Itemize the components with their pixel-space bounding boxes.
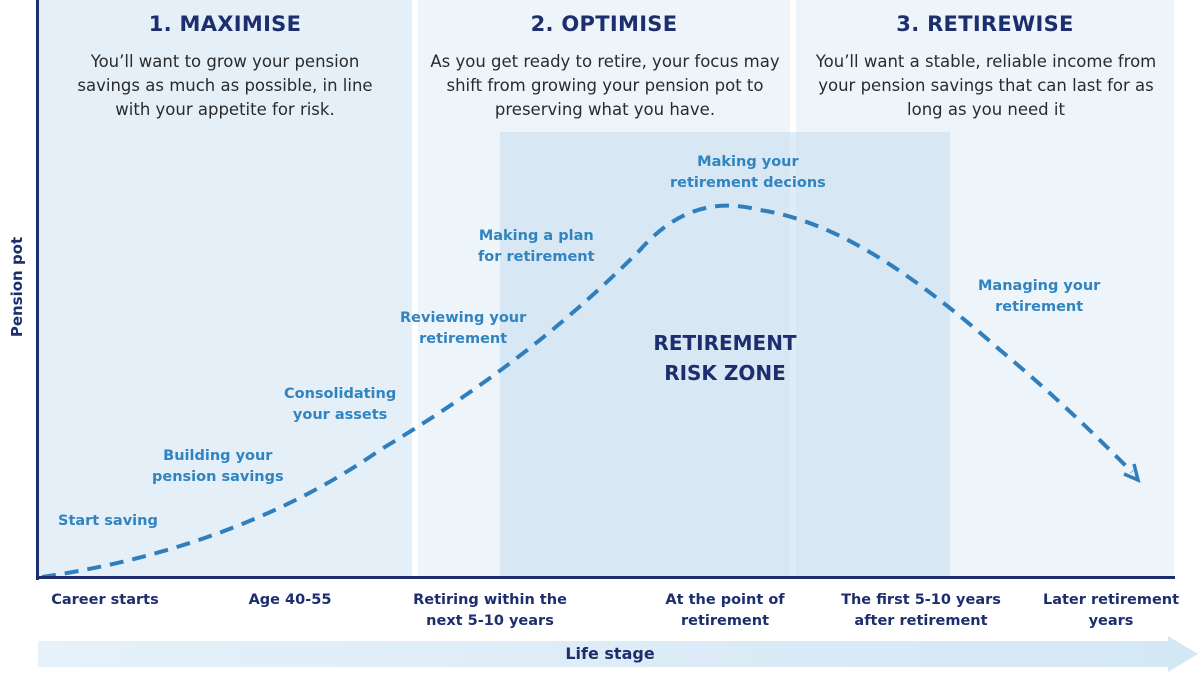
risk-zone-label-line2: RISK ZONE — [664, 361, 786, 385]
step-line1: Building your — [163, 448, 273, 464]
stage-line1: Later retirement — [1042, 592, 1180, 608]
stage-retiring-within: Retiring within the next 5-10 years — [400, 590, 580, 632]
phase-panel-retirewise — [796, 0, 1174, 578]
step-managing: Managing your retirement — [978, 276, 1100, 318]
risk-zone-label-line1: RETIREMENT — [653, 331, 797, 355]
stage-line2: after retirement — [854, 613, 988, 629]
stage-point-of-retirement: At the point of retirement — [645, 590, 805, 632]
stage-age-40-55: Age 40-55 — [225, 590, 355, 611]
life-stage-arrow — [38, 636, 1198, 672]
phase-title-retirewise: 3. RETIREWISE — [896, 12, 1074, 36]
stage-line1: Age 40-55 — [248, 592, 332, 608]
stage-career-starts: Career starts — [40, 590, 170, 611]
step-line2: retirement decions — [670, 175, 826, 191]
stage-line2: years — [1088, 613, 1134, 629]
step-line2: retirement — [995, 299, 1084, 315]
step-line1: Managing your — [978, 278, 1101, 294]
phase-title-optimise: 2. OPTIMISE — [530, 12, 678, 36]
phase-panel-maximise — [38, 0, 412, 578]
step-line2: pension savings — [152, 469, 284, 485]
step-start-saving: Start saving — [58, 511, 158, 532]
step-line2: your assets — [292, 407, 388, 423]
step-line1: Making a plan — [478, 228, 594, 244]
pension-curve — [41, 203, 1134, 579]
risk-zone-label: RETIREMENT RISK ZONE — [600, 328, 850, 388]
stage-line2: retirement — [680, 613, 770, 629]
step-building-savings: Building your pension savings — [152, 446, 284, 488]
stage-later-retirement: Later retirement years — [1030, 590, 1192, 632]
curve-arrowhead — [1123, 463, 1141, 483]
phase-desc-maximise: You’ll want to grow your pension savings… — [77, 52, 373, 119]
step-line2: retirement — [419, 331, 508, 347]
step-reviewing: Reviewing your retirement — [400, 308, 526, 350]
step-line1: Consolidating — [284, 386, 397, 402]
phase-desc-retirewise: You’ll want a stable, reliable income fr… — [815, 52, 1157, 119]
step-making-plan: Making a plan for retirement — [478, 226, 595, 268]
step-line1: Reviewing your — [400, 310, 527, 326]
stage-line2: next 5-10 years — [426, 613, 554, 629]
step-making-decisions: Making your retirement decions — [670, 152, 826, 194]
stage-line1: The first 5-10 years — [841, 592, 1001, 608]
x-axis-label: Life stage — [565, 644, 655, 663]
x-axis-line — [36, 576, 1175, 579]
phase-title-maximise: 1. MAXIMISE — [148, 12, 302, 36]
stage-line1: Retiring within the — [413, 592, 567, 608]
step-line1: Start saving — [58, 513, 158, 529]
y-axis-line — [36, 0, 39, 580]
step-line2: for retirement — [478, 249, 595, 265]
stage-line1: At the point of — [665, 592, 785, 608]
stage-first-years-after: The first 5-10 years after retirement — [830, 590, 1012, 632]
phase-desc-optimise: As you get ready to retire, your focus m… — [430, 52, 780, 119]
step-consolidating: Consolidating your assets — [284, 384, 396, 426]
y-axis-label: Pension pot — [8, 236, 26, 338]
phase-panel-optimise — [418, 0, 790, 578]
stage-line1: Career starts — [51, 592, 159, 608]
step-line1: Making your — [697, 154, 799, 170]
